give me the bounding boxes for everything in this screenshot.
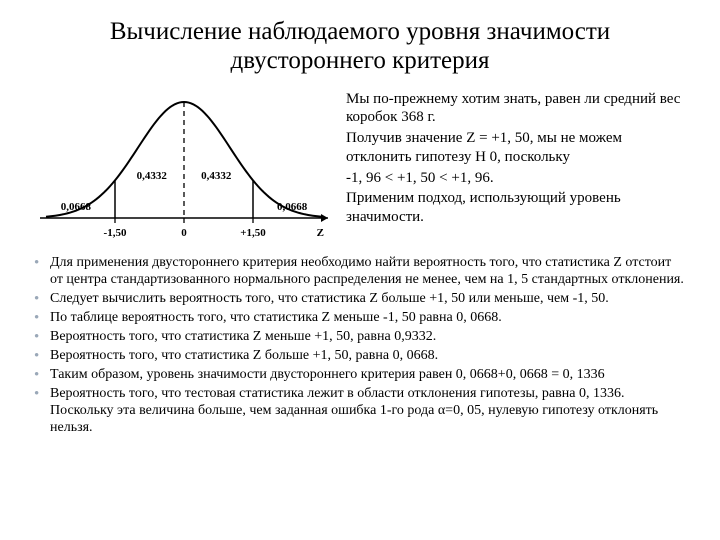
svg-text:-1,50: -1,50 — [104, 227, 127, 239]
svg-text:0,0668: 0,0668 — [61, 201, 92, 213]
svg-text:Z: Z — [317, 227, 324, 239]
right-paragraph: Применим подход, использующий уровень зн… — [346, 189, 686, 227]
title-line1: Вычисление наблюдаемого уровня значимост… — [110, 18, 610, 45]
bullet-list: Для применения двустороннего критерия не… — [34, 254, 686, 437]
bullet-item: Вероятность того, что статистика Z больш… — [34, 347, 686, 364]
bullet-item: Таким образом, уровень значимости двусто… — [34, 366, 686, 383]
bullet-item: Вероятность того, что статистика Z меньш… — [34, 328, 686, 345]
top-row: 0,4332 0,4332 0,0668 0,0668 -1,50 0 +1,50 Z Мы … — [34, 88, 686, 248]
right-paragraph: Получив значение Z = +1, 50, мы не можем… — [346, 129, 686, 167]
right-text-block: Мы по-прежнему хотим знать, равен ли сре… — [346, 88, 686, 248]
svg-text:0,0668: 0,0668 — [277, 201, 308, 213]
slide-title: Вычисление наблюдаемого уровня значимост… — [34, 18, 686, 76]
svg-text:0: 0 — [181, 227, 187, 239]
svg-text:0,4332: 0,4332 — [201, 169, 232, 181]
svg-text:0,4332: 0,4332 — [137, 169, 168, 181]
bullet-item: Для применения двустороннего критерия не… — [34, 254, 686, 288]
normal-curve-chart: 0,4332 0,4332 0,0668 0,0668 -1,50 0 +1,50 Z — [34, 88, 334, 248]
svg-text:+1,50: +1,50 — [240, 227, 266, 239]
bullet-item: По таблице вероятность того, что статист… — [34, 309, 686, 326]
bullet-item: Следует вычислить вероятность того, что … — [34, 290, 686, 307]
right-paragraph: -1, 96 < +1, 50 < +1, 96. — [346, 169, 686, 188]
title-line2: двустороннего критерия — [230, 47, 489, 74]
right-paragraph: Мы по-прежнему хотим знать, равен ли сре… — [346, 90, 686, 128]
bullet-item: Вероятность того, что тестовая статистик… — [34, 385, 686, 436]
